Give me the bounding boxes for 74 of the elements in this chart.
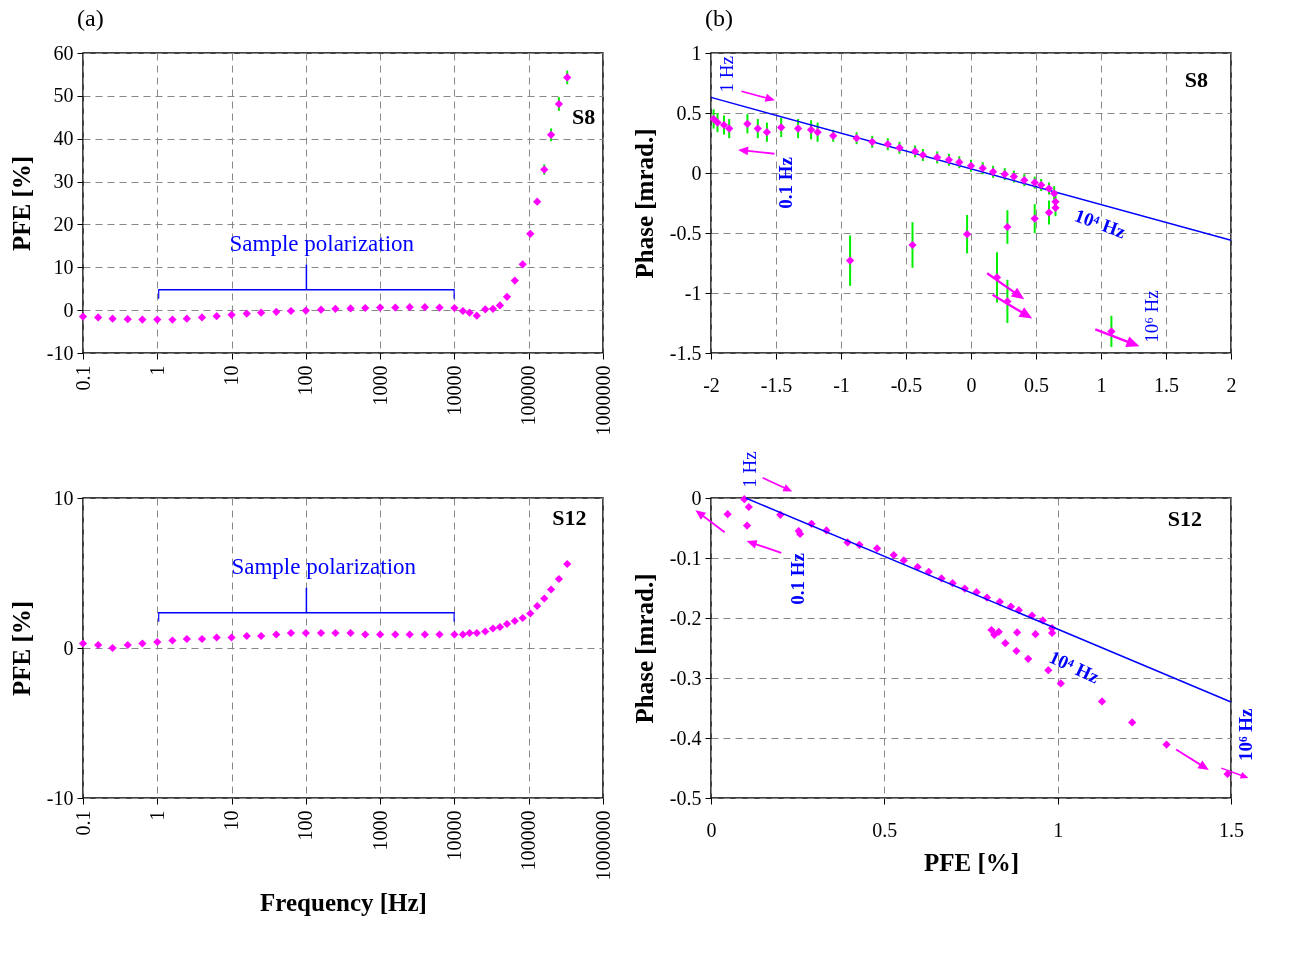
y-axis-title: Phase [mrad.] <box>630 573 658 724</box>
y-tick-label: -10 <box>46 786 74 809</box>
y-tick-label: 50 <box>53 84 74 107</box>
y-tick-label: 10 <box>53 486 74 509</box>
y-tick-label: 0.5 <box>676 101 702 124</box>
y-tick-label: -1.5 <box>669 341 702 364</box>
x-tick-label: 10000 <box>442 365 465 416</box>
y-tick-label: -0.1 <box>669 546 702 569</box>
x-tick-label: -1 <box>833 373 850 396</box>
y-tick-label: -1 <box>684 281 702 304</box>
x-tick-label: 0.1 <box>71 810 94 836</box>
x-tick-label: 10 <box>220 365 243 386</box>
x-tick-label: 100000 <box>517 365 540 426</box>
y-tick-label: -0.4 <box>669 726 702 749</box>
y-tick-label: -0.5 <box>669 786 702 809</box>
annotation: Sample polarization <box>229 231 415 257</box>
x-tick-label: 10000 <box>442 810 465 861</box>
x-tick-label: 1 <box>145 810 168 821</box>
y-tick-label: 60 <box>53 41 74 64</box>
y-tick-label: 30 <box>53 170 74 193</box>
x-axis-title: Frequency [Hz] <box>260 888 427 916</box>
x-tick-label: 2 <box>1226 373 1237 396</box>
x-tick-label: 1000000 <box>591 365 614 436</box>
annotation: S8 <box>572 104 596 130</box>
x-tick-label: 1.5 <box>1219 818 1244 841</box>
x-axis-title: PFE [%] <box>923 848 1020 876</box>
y-axis-title: PFE [%] <box>7 155 35 252</box>
x-tick-label: 1000 <box>368 810 391 851</box>
x-tick-label: 0.5 <box>1024 373 1049 396</box>
x-tick-label: 100 <box>294 365 317 396</box>
y-tick-label: 10 <box>53 255 74 278</box>
chart-title: (b) <box>705 5 733 31</box>
annotation: 1 Hz <box>716 56 738 93</box>
x-tick-label: 10 <box>220 810 243 831</box>
annotation: S8 <box>1184 66 1208 92</box>
y-tick-label: 0 <box>691 486 702 509</box>
y-tick-label: -10 <box>46 341 74 364</box>
x-tick-label: 100000 <box>517 810 540 871</box>
x-tick-label: -1.5 <box>760 373 793 396</box>
y-tick-label: 0 <box>691 161 702 184</box>
x-tick-label: 0 <box>706 818 717 841</box>
annotation: 10⁴ Hz <box>1045 646 1104 688</box>
x-tick-label: 1 <box>1053 818 1064 841</box>
y-tick-label: 0 <box>63 298 74 321</box>
y-tick-label: 0 <box>63 636 74 659</box>
y-tick-label: -0.5 <box>669 221 702 244</box>
x-tick-label: 1 <box>1096 373 1107 396</box>
x-tick-label: 1.5 <box>1154 373 1179 396</box>
text: 10⁶ Hz <box>1235 707 1257 762</box>
x-tick-label: 0 <box>966 373 977 396</box>
annotation: S12 <box>1167 506 1202 532</box>
y-tick-label: 40 <box>53 127 74 150</box>
x-tick-label: 0.1 <box>71 365 94 391</box>
y-tick-label: -0.2 <box>669 606 702 629</box>
x-tick-label: -2 <box>703 373 720 396</box>
x-tick-label: -0.5 <box>890 373 923 396</box>
y-axis-title: PFE [%] <box>7 600 35 697</box>
y-axis-title: Phase [mrad.] <box>630 128 658 279</box>
annotation: 0.1 Hz <box>786 552 808 605</box>
x-tick-label: 1 <box>145 365 168 376</box>
annotation: 10⁴ Hz <box>1071 204 1130 243</box>
x-tick-label: 1000 <box>368 365 391 406</box>
annotation: 0.1 Hz <box>775 156 797 209</box>
text: 1 Hz <box>739 451 761 488</box>
x-tick-label: 0.5 <box>872 818 898 841</box>
x-tick-label: 1000000 <box>591 810 614 881</box>
annotation: 10⁶ Hz <box>1141 290 1163 343</box>
chart-title: (a) <box>77 5 104 31</box>
y-tick-label: -0.3 <box>669 666 702 689</box>
x-tick-label: 100 <box>294 810 317 841</box>
y-tick-label: 20 <box>53 212 74 235</box>
annotation: S12 <box>552 505 587 531</box>
annotation: Sample polarization <box>231 554 417 580</box>
y-tick-label: 1 <box>691 41 702 64</box>
